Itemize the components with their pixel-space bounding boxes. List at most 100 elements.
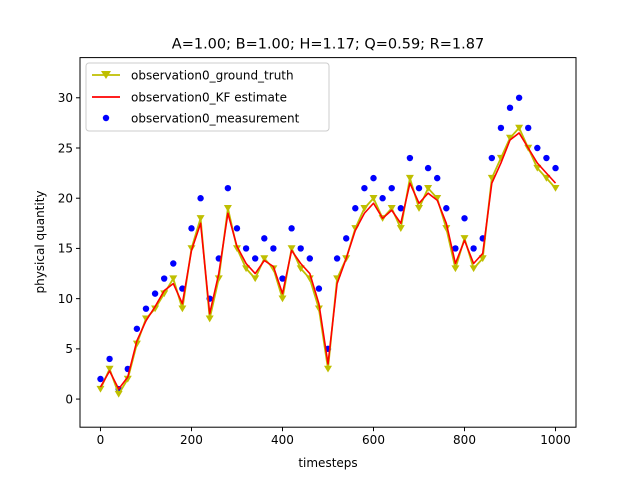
- ground-truth-point: [178, 305, 187, 313]
- measurement-point: [242, 245, 250, 252]
- measurement-point: [443, 205, 450, 212]
- ground-truth-point: [105, 365, 114, 373]
- plot-frame: [79, 57, 577, 428]
- ground-truth-point: [369, 195, 378, 202]
- ground-truth-point: [360, 205, 369, 212]
- ground-truth-point: [96, 385, 105, 393]
- ground-truth-point: [287, 245, 296, 253]
- measurement-point: [361, 184, 368, 192]
- y-axis-label: physical quantity: [33, 190, 47, 293]
- measurement-point: [297, 245, 304, 252]
- ground-truth-point: [305, 275, 314, 283]
- measurement-point: [224, 184, 232, 192]
- measurement-point: [97, 375, 104, 383]
- ground-truth-point: [205, 315, 214, 323]
- measurement-point: [497, 124, 505, 132]
- measurement-point: [106, 355, 113, 363]
- ground-truth-point: [405, 174, 414, 182]
- measurement-point: [352, 205, 359, 212]
- measurement-point: [333, 255, 341, 262]
- y-tick-label: 10: [58, 292, 73, 306]
- legend-ground-truth-marker-icon: [101, 71, 111, 79]
- plot-area: [96, 94, 560, 398]
- measurement-point: [525, 124, 532, 132]
- measurement-point: [133, 325, 141, 332]
- measurement-point: [379, 195, 386, 202]
- measurement-point: [251, 255, 259, 262]
- ground-truth-point: [232, 245, 241, 253]
- measurement-point: [279, 275, 286, 282]
- y-tick-label: 25: [58, 141, 73, 155]
- measurement-point: [543, 154, 550, 162]
- legend-frame: [85, 62, 330, 132]
- chart-title: A=1.00; B=1.00; H=1.17; Q=0.59; R=1.87: [172, 37, 484, 53]
- ground-truth-point: [551, 184, 560, 192]
- measurement-point: [343, 235, 350, 242]
- ground-truth-point: [442, 225, 451, 232]
- x-tick-label: 1000: [540, 433, 571, 447]
- x-tick-label: 600: [362, 433, 385, 447]
- measurement-point: [370, 174, 377, 182]
- ground-truth-point: [324, 365, 332, 373]
- measurement-point: [160, 275, 168, 282]
- measurement-point: [306, 255, 313, 262]
- measurement-point: [197, 195, 204, 202]
- measurement-point: [188, 225, 195, 232]
- measurement-point: [142, 305, 150, 312]
- y-tick-label: 0: [65, 392, 73, 406]
- ground-truth-point: [296, 265, 305, 273]
- measurement-point: [424, 164, 432, 172]
- ground-truth-point: [460, 235, 469, 242]
- measurement-point: [506, 104, 514, 112]
- measurement-point: [170, 260, 177, 267]
- x-axis-label: timesteps: [298, 456, 357, 470]
- ground-truth-point: [387, 205, 396, 212]
- ground-truth-point: [415, 205, 424, 212]
- ground-truth-point: [542, 174, 551, 182]
- ground-truth-point: [151, 305, 160, 313]
- measurement-point: [261, 235, 268, 242]
- ground-truth-point: [196, 215, 205, 222]
- measurement-point: [397, 205, 405, 212]
- measurement-point: [515, 94, 523, 101]
- ground-truth-point: [396, 225, 405, 232]
- legend-ground-truth-label: observation0_ground_truth: [131, 69, 294, 83]
- measurement-point: [233, 225, 241, 232]
- ground-truth-point: [506, 134, 515, 142]
- ground-truth-point: [251, 275, 260, 283]
- measurement-point: [315, 285, 323, 292]
- measurement-point: [388, 184, 395, 192]
- x-tick-label: 400: [271, 433, 294, 447]
- measurement-point: [406, 154, 414, 162]
- legend-kf-estimate-label: observation0_KF estimate: [131, 91, 287, 105]
- ground-truth-point: [242, 265, 251, 273]
- ground-truth-point: [260, 255, 269, 263]
- kf-estimate-line: [99, 132, 557, 390]
- x-tick-label: 0: [97, 433, 105, 447]
- ground-truth-point: [223, 205, 232, 212]
- x-tick-label: 800: [453, 433, 476, 447]
- measurement-point: [434, 174, 441, 182]
- legend: observation0_ground_truth observation0_K…: [85, 62, 330, 132]
- measurement-point: [488, 154, 496, 162]
- x-axis: 0 200 400 600 800 1000: [97, 427, 571, 447]
- ground-truth-point: [487, 174, 496, 182]
- ground-truth-point: [533, 164, 542, 172]
- y-tick-label: 5: [65, 342, 73, 356]
- measurement-point: [534, 144, 541, 152]
- legend-measurement-marker-icon: [102, 114, 110, 122]
- measurement-point: [151, 290, 159, 297]
- measurement-point: [552, 164, 559, 172]
- ground-truth-point: [169, 275, 178, 283]
- measurement-point: [452, 245, 459, 252]
- x-tick-label: 200: [180, 433, 203, 447]
- y-tick-label: 15: [58, 242, 73, 256]
- ground-truth-point: [451, 265, 460, 273]
- ground-truth-point: [515, 124, 524, 132]
- measurement-point: [470, 245, 477, 252]
- ground-truth-point: [424, 184, 433, 192]
- ground-truth-point: [214, 275, 223, 283]
- ground-truth-point: [160, 290, 169, 298]
- ground-truth-point: [478, 255, 487, 263]
